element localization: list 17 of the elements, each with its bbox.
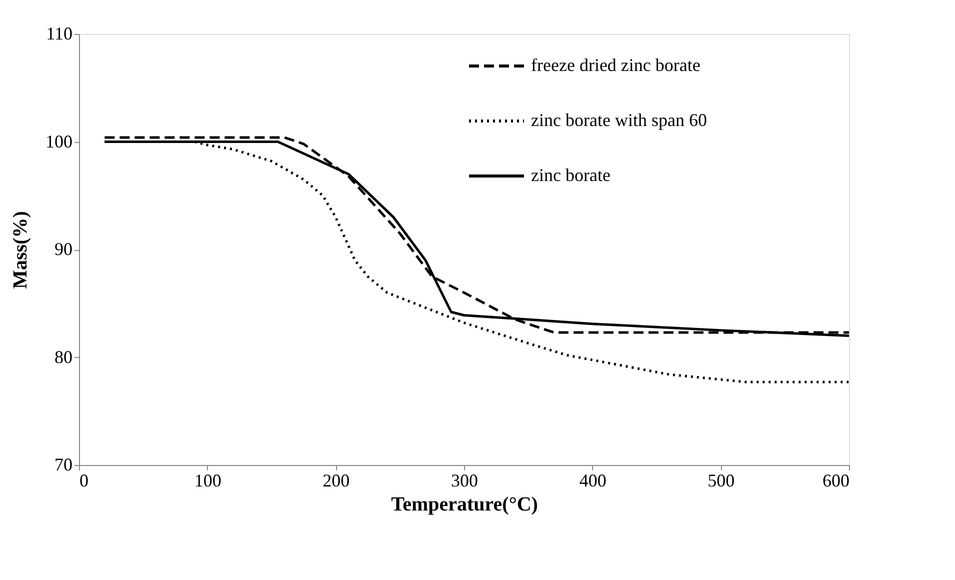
- y-tick-label: 80: [54, 346, 72, 367]
- x-tick-label: 600: [822, 470, 850, 490]
- legend-label: zinc borate: [531, 165, 610, 185]
- x-tick-label: 500: [708, 470, 735, 490]
- y-tick-label: 110: [46, 24, 72, 44]
- x-tick-label: 0: [80, 470, 88, 490]
- x-tick-label: 300: [451, 470, 478, 490]
- legend-label: zinc borate with span 60: [531, 110, 707, 130]
- y-tick-label: 90: [54, 239, 72, 259]
- x-axis-title: Temperature(°C): [391, 494, 538, 516]
- x-tick-label: 200: [322, 470, 350, 490]
- y-tick-label: 100: [46, 131, 72, 152]
- x-tick-label: 400: [579, 470, 606, 490]
- x-tick-label: 100: [194, 470, 222, 490]
- legend-label: freeze dried zinc borate: [531, 55, 700, 75]
- y-axis-title: Mass(%): [10, 211, 32, 289]
- y-tick-label: 70: [54, 454, 72, 474]
